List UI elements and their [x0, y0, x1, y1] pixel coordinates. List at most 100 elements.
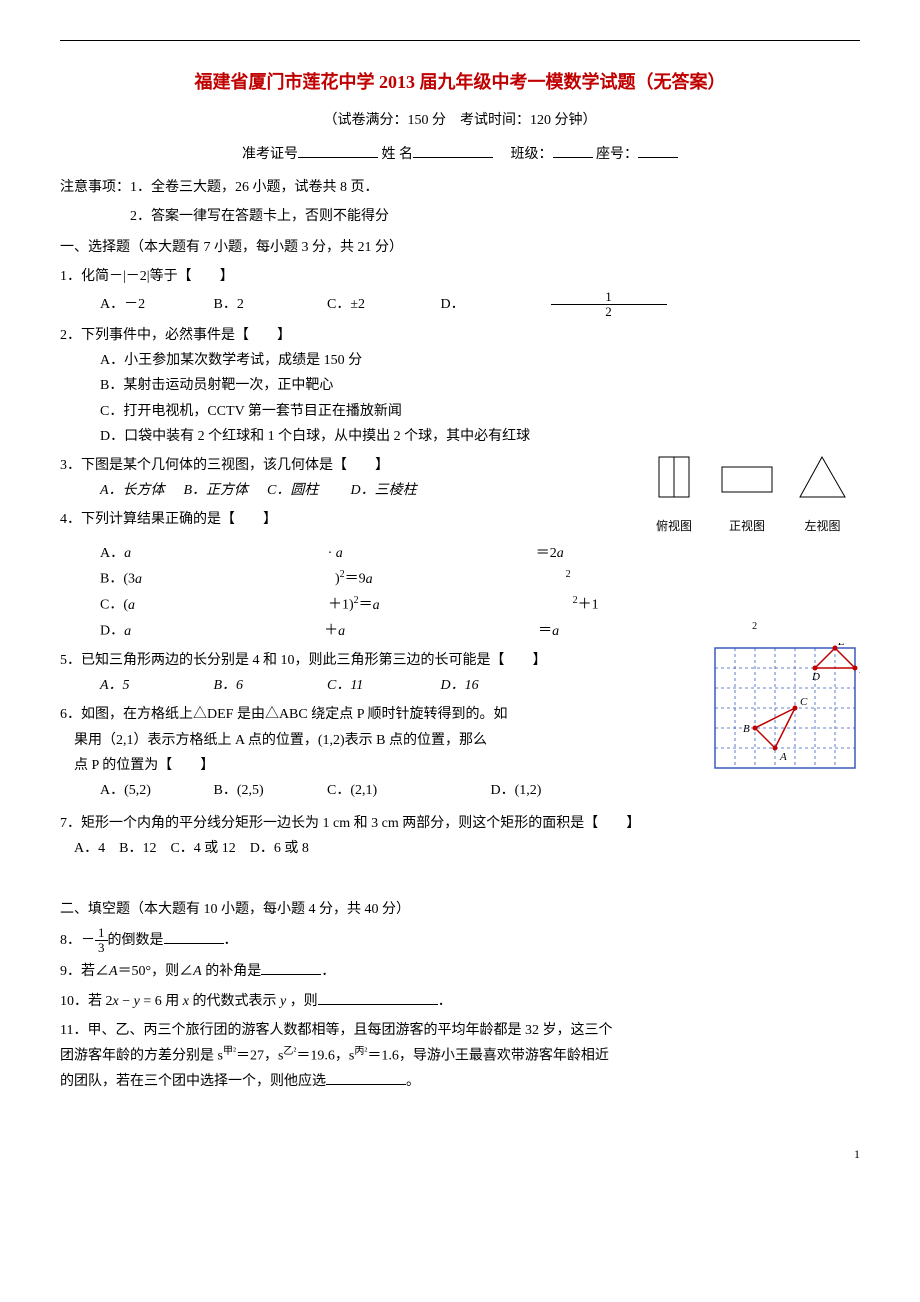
notice-2: 2．答案一律写在答题卡上，否则不能得分	[130, 204, 860, 229]
q8-frac: 13	[95, 926, 108, 956]
q1-stem: 1．化简－|－2|等于【 】	[60, 264, 860, 289]
q1-opt-d[interactable]: D．12	[441, 290, 667, 320]
q10-text-a: 10．若 2x − y = 6 用 x 的代数式表示 y ，则	[60, 994, 318, 1009]
name-blank[interactable]	[413, 143, 493, 158]
class-label: 班级：	[511, 147, 553, 162]
name-label: 姓 名	[382, 147, 414, 162]
question-11: 11．甲、乙、丙三个旅行团的游客人数都相等，且每团游客的平均年龄都是 32 岁，…	[60, 1018, 860, 1094]
notice-1-text: 1．全卷三大题，26 小题，试卷共 8 页．	[130, 180, 379, 195]
student-info-line: 准考证号 姓 名 班级： 座号：	[60, 142, 860, 167]
ticket-blank[interactable]	[298, 143, 378, 158]
q6-opt-a[interactable]: A．(5,2)	[100, 778, 210, 803]
q3-opt-d[interactable]: D．三棱柱	[351, 478, 431, 503]
page-title: 福建省厦门市莲花中学 2013 届九年级中考一模数学试题（无答案）	[60, 66, 860, 98]
q8-den: 3	[95, 941, 108, 955]
q11-l2a: 团游客年龄的方差分别是 s	[60, 1049, 223, 1064]
q5-opt-d[interactable]: D．16	[441, 673, 551, 698]
q3-opt-a[interactable]: A．长方体	[100, 478, 180, 503]
subtitle: （试卷满分：150 分 考试时间：120 分钟）	[60, 108, 860, 133]
svg-text:A: A	[779, 751, 787, 763]
question-8: 8．－13的倒数是 ．	[60, 926, 860, 956]
q1-opt-a[interactable]: A．－2	[100, 292, 210, 317]
q11-l3a: 的团队，若在三个团中选择一个，则他应选	[60, 1074, 326, 1089]
q1-options: A．－2 B．2 C．±2 D．12	[100, 290, 860, 320]
q9-text-a: 9．若∠A＝50°，则∠A 的补角是	[60, 964, 261, 979]
svg-text:D: D	[811, 671, 820, 683]
grid-rotation-figure: ABCDEF	[710, 643, 860, 782]
question-9: 9．若∠A＝50°，则∠A 的补角是 ．	[60, 959, 860, 984]
q5-opt-a[interactable]: A．5	[100, 673, 210, 698]
q1-d-num: 1	[551, 290, 667, 305]
q6-opt-d[interactable]: D．(1,2)	[491, 778, 601, 803]
q3-opt-b[interactable]: B．正方体	[184, 478, 264, 503]
q4-opt-d[interactable]: D．a＋a＝a2	[100, 618, 757, 644]
class-blank[interactable]	[553, 143, 593, 158]
page-number: 1	[60, 1144, 860, 1166]
q4-options: A．a · a＝2a B．(3a)2＝9a2 C．(a＋1)2＝a2＋1 D．a…	[100, 533, 860, 644]
question-7: 7．矩形一个内角的平分线分矩形一边长为 1 cm 和 3 cm 两部分，则这个矩…	[60, 811, 860, 861]
q1-d-prefix: D．	[441, 292, 551, 317]
q9-text-b: ．	[321, 964, 335, 979]
q2-opt-d[interactable]: D．口袋中装有 2 个红球和 1 个白球，从中摸出 2 个球，其中必有红球	[100, 424, 860, 449]
svg-text:E: E	[837, 643, 845, 648]
q11-sup3: 丙²	[354, 1046, 367, 1057]
q2-options: A．小王参加某次数学考试，成绩是 150 分 B．某射击运动员射靶一次，正中靶心…	[100, 348, 860, 449]
q11-line3: 的团队，若在三个团中选择一个，则他应选 。	[60, 1069, 860, 1094]
section-1-head: 一、选择题（本大题有 7 小题，每小题 3 分，共 21 分）	[60, 235, 860, 260]
q6-opt-b[interactable]: B．(2,5)	[214, 778, 324, 803]
q6-opt-c[interactable]: C．(2,1)	[327, 778, 487, 803]
svg-text:B: B	[743, 723, 750, 735]
q8-suffix: 的倒数是	[108, 933, 164, 948]
question-2: 2．下列事件中，必然事件是【 】 A．小王参加某次数学考试，成绩是 150 分 …	[60, 323, 860, 449]
q1-opt-b[interactable]: B．2	[214, 292, 324, 317]
ticket-label: 准考证号	[242, 147, 298, 162]
q1-d-den: 2	[551, 305, 667, 319]
question-10: 10．若 2x − y = 6 用 x 的代数式表示 y ，则 ．	[60, 989, 860, 1014]
svg-text:C: C	[800, 696, 808, 708]
q2-stem: 2．下列事件中，必然事件是【 】	[60, 323, 860, 348]
q4-opt-b[interactable]: B．(3a)2＝9a2	[100, 566, 571, 592]
q2-opt-b[interactable]: B．某射击运动员射靶一次，正中靶心	[100, 373, 860, 398]
q4-opt-c[interactable]: C．(a＋1)2＝a2＋1	[100, 592, 599, 618]
q8-prefix: 8．－	[60, 933, 95, 948]
q7-stem: 7．矩形一个内角的平分线分矩形一边长为 1 cm 和 3 cm 两部分，则这个矩…	[60, 811, 860, 836]
left-view-label: 左视图	[787, 514, 858, 540]
q11-blank[interactable]	[326, 1070, 406, 1085]
section-2-head: 二、填空题（本大题有 10 小题，每小题 4 分，共 40 分）	[60, 897, 860, 922]
q11-l3b: 。	[406, 1074, 420, 1089]
top-rule	[60, 40, 860, 41]
q8-end: ．	[224, 933, 238, 948]
q1-d-frac: 12	[551, 290, 667, 320]
grid-svg: ABCDEF	[710, 643, 860, 773]
three-views-figure: 俯视图 正视图 左视图	[639, 448, 860, 541]
q10-blank[interactable]	[318, 990, 438, 1005]
q11-l2b: ＝27，s	[236, 1049, 283, 1064]
q11-sup2: 乙²	[283, 1046, 296, 1057]
q1-opt-c[interactable]: C．±2	[327, 292, 437, 317]
q2-opt-a[interactable]: A．小王参加某次数学考试，成绩是 150 分	[100, 348, 860, 373]
q4-opt-a[interactable]: A．a · a＝2a	[100, 541, 757, 566]
seat-label: 座号：	[596, 147, 638, 162]
notice-prefix: 注意事项：	[60, 180, 130, 195]
seat-blank[interactable]	[638, 143, 678, 158]
q11-line2: 团游客年龄的方差分别是 s甲²＝27，s乙²＝19.6，s丙²＝1.6，导游小王…	[60, 1043, 860, 1069]
q11-line1: 11．甲、乙、丙三个旅行团的游客人数都相等，且每团游客的平均年龄都是 32 岁，…	[60, 1018, 860, 1043]
q9-blank[interactable]	[261, 960, 321, 975]
front-view-svg	[709, 450, 785, 512]
left-view-svg	[787, 450, 858, 512]
q5-opt-b[interactable]: B．6	[214, 673, 324, 698]
q11-l2c: ＝19.6，s	[296, 1049, 354, 1064]
top-view-svg	[641, 450, 707, 512]
q3-opt-c[interactable]: C．圆柱	[267, 478, 347, 503]
q5-opt-c[interactable]: C．11	[327, 673, 437, 698]
question-1: 1．化简－|－2|等于【 】 A．－2 B．2 C．±2 D．12	[60, 264, 860, 319]
q11-sup1: 甲²	[223, 1046, 236, 1057]
q7-options[interactable]: A．4 B．12 C．4 或 12 D．6 或 8	[74, 836, 860, 861]
q2-opt-c[interactable]: C．打开电视机，CCTV 第一套节目正在播放新闻	[100, 399, 860, 424]
front-view-label: 正视图	[709, 514, 785, 540]
top-view-label: 俯视图	[641, 514, 707, 540]
q11-l2d: ＝1.6，导游小王最喜欢带游客年龄相近	[367, 1049, 609, 1064]
q10-text-b: ．	[438, 994, 452, 1009]
q8-num: 1	[95, 926, 108, 941]
q8-blank[interactable]	[164, 929, 224, 944]
